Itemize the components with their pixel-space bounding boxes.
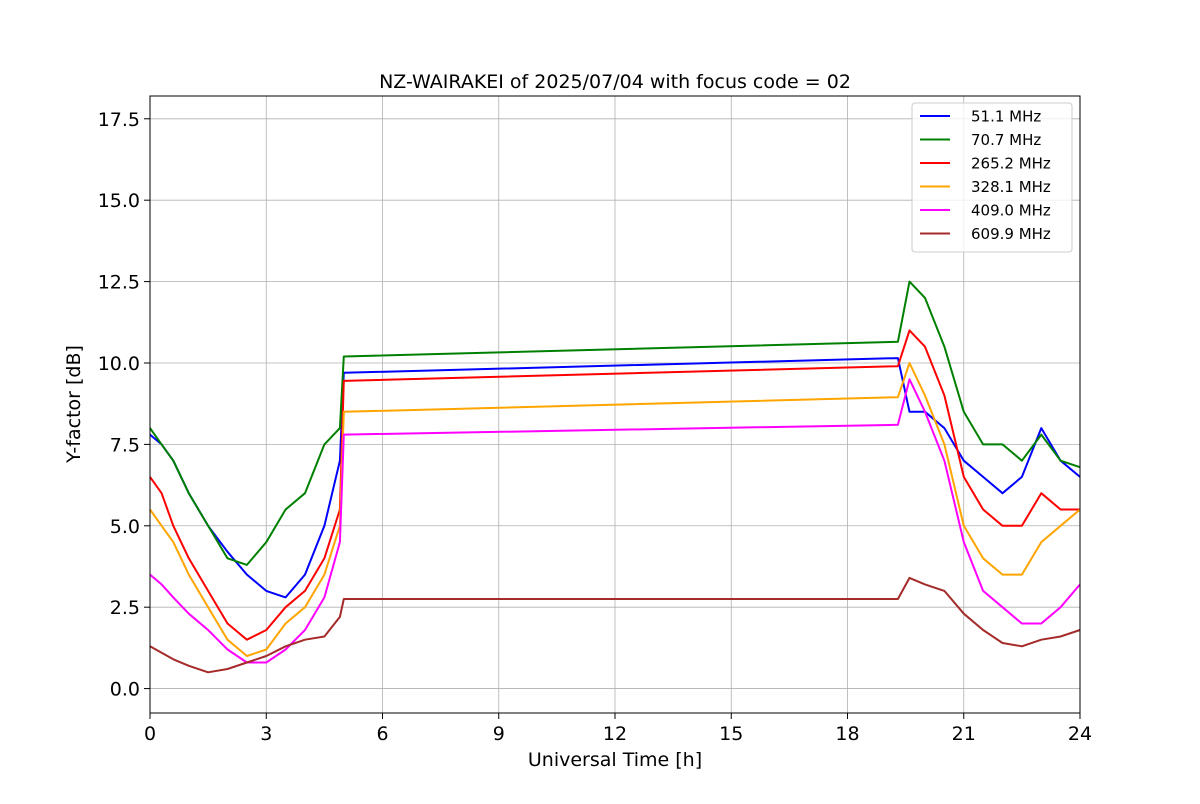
legend-label: 265.2 MHz	[971, 155, 1051, 173]
x-tick-label: 0	[144, 723, 156, 745]
x-tick-label: 12	[603, 723, 627, 745]
series-line	[149, 280, 1081, 566]
series-line	[149, 378, 1081, 664]
x-tick-label: 21	[952, 723, 976, 745]
chart-title: NZ-WAIRAKEI of 2025/07/04 with focus cod…	[379, 71, 851, 93]
series-line	[149, 576, 1081, 674]
y-tick-label: 17.5	[98, 109, 140, 131]
y-tick-label: 0.0	[110, 679, 140, 701]
x-axis-label: Universal Time [h]	[528, 749, 702, 771]
x-tick-label: 3	[260, 723, 272, 745]
series-group	[149, 280, 1081, 674]
y-tick-label: 5.0	[110, 516, 140, 538]
legend: 51.1 MHz 70.7 MHz 265.2 MHz 328.1 MHz 409.0…	[911, 102, 1073, 253]
x-tick-label: 15	[719, 723, 743, 745]
y-tick-label: 7.5	[110, 434, 140, 456]
y-tick-label: 12.5	[98, 272, 140, 294]
axis-ticks: 0 3 6 9 12 15 18 21 24 0.0 2.5 5.0 7.5 10.0 12.5 15.0 17…	[98, 109, 1092, 745]
legend-label: 328.1 MHz	[971, 178, 1051, 196]
legend-label: 70.7 MHz	[971, 131, 1041, 149]
x-tick-label: 24	[1068, 723, 1092, 745]
y-tick-label: 2.5	[110, 597, 140, 619]
legend-box	[911, 102, 1073, 253]
y-axis-label: Y-factor [dB]	[63, 345, 85, 464]
legend-label: 609.9 MHz	[971, 225, 1051, 243]
y-tick-label: 10.0	[98, 353, 140, 375]
x-tick-label: 9	[493, 723, 505, 745]
x-tick-label: 18	[835, 723, 859, 745]
y-tick-label: 15.0	[98, 190, 140, 212]
legend-label: 409.0 MHz	[971, 202, 1051, 220]
x-tick-label: 6	[376, 723, 388, 745]
legend-label: 51.1 MHz	[971, 108, 1041, 126]
